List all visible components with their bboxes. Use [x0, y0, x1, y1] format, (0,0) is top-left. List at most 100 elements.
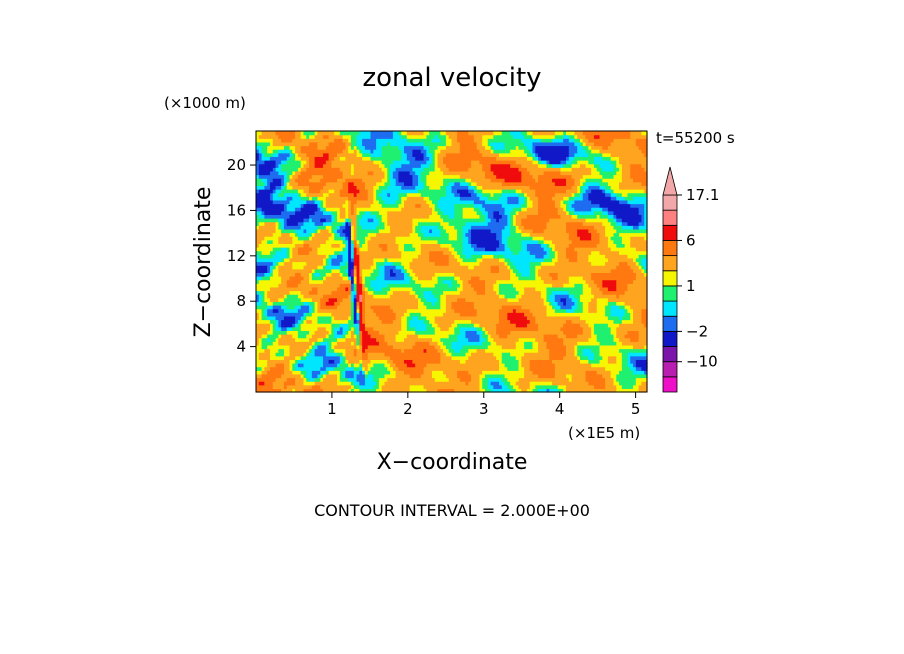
field-cell [364, 276, 369, 281]
field-cell [269, 265, 274, 270]
field-cell [473, 315, 478, 321]
field-cell [535, 301, 539, 306]
field-cell [445, 279, 450, 284]
field-cell [504, 272, 508, 277]
field-cell [501, 373, 506, 379]
field-cell [303, 276, 307, 281]
field-cell [317, 352, 321, 357]
field-cell [359, 294, 363, 299]
field-cell [554, 319, 559, 324]
field-cell [479, 341, 483, 346]
field-cell [501, 366, 506, 371]
field-cell [373, 352, 377, 357]
field-cell [362, 297, 366, 302]
field-cell [269, 315, 274, 321]
field-cell [501, 370, 506, 375]
field-cell [621, 326, 626, 331]
field-cell [462, 297, 467, 302]
field-cell [392, 330, 397, 335]
field-cell [540, 268, 545, 273]
field-cell [314, 276, 319, 281]
field-cell [409, 323, 413, 328]
field-cell [607, 323, 612, 328]
field-cell [445, 359, 450, 364]
field-cell [317, 297, 321, 302]
field-cell [350, 283, 355, 288]
field-cell [535, 381, 539, 386]
field-cell [272, 381, 277, 386]
field-cell [560, 301, 564, 306]
field-cell [437, 261, 441, 266]
field-cell [574, 366, 578, 371]
field-cell [521, 370, 525, 375]
field-cell [459, 323, 464, 328]
field-cell [552, 286, 556, 292]
field-cell [390, 297, 394, 302]
field-cell [272, 305, 277, 310]
field-cell [524, 268, 528, 273]
field-cell [641, 272, 645, 277]
field-cell [579, 323, 584, 328]
field-cell [415, 301, 419, 306]
field-cell [353, 341, 358, 346]
field-cell [261, 294, 265, 299]
field-cell [524, 286, 528, 292]
field-cell [392, 366, 397, 371]
field-cell [490, 384, 494, 389]
field-cell [348, 348, 352, 353]
field-cell [593, 305, 598, 310]
field-cell [320, 323, 324, 328]
field-cell [532, 319, 536, 324]
field-cell [437, 286, 441, 292]
field-cell [468, 323, 472, 328]
field-cell [462, 381, 467, 386]
field-cell [417, 370, 422, 375]
field-cell [356, 261, 360, 266]
field-cell [443, 384, 447, 389]
field-cell [616, 352, 620, 357]
field-cell [585, 348, 589, 353]
field-cell [635, 348, 640, 353]
field-cell [512, 363, 517, 368]
field-cell [256, 305, 260, 310]
field-cell [510, 305, 514, 310]
field-cell [490, 330, 494, 335]
field-cell [339, 283, 344, 288]
field-cell [323, 265, 327, 270]
field-cell [278, 294, 282, 299]
field-cell [482, 344, 486, 350]
field-cell [373, 337, 377, 342]
field-cell [309, 315, 313, 321]
field-cell [331, 272, 335, 277]
field-cell [426, 261, 430, 266]
field-cell [588, 323, 592, 328]
field-cell [493, 341, 497, 346]
field-cell [579, 334, 584, 339]
field-cell [644, 355, 648, 360]
field-cell [331, 381, 335, 386]
field-cell [336, 330, 341, 335]
field-cell [479, 370, 483, 375]
field-cell [264, 265, 268, 270]
field-cell [320, 388, 324, 393]
field-cell [560, 315, 564, 321]
field-cell [359, 286, 363, 292]
field-cell [373, 261, 377, 266]
field-cell [437, 355, 441, 360]
field-cell [409, 268, 413, 273]
field-cell [641, 370, 645, 375]
field-cell [585, 315, 589, 321]
field-cell [515, 268, 520, 273]
field-cell [314, 330, 319, 335]
field-cell [440, 290, 444, 295]
field-cell [627, 326, 631, 331]
field-cell [457, 334, 461, 339]
field-cell [353, 344, 358, 350]
field-cell [574, 341, 578, 346]
field-cell [297, 294, 302, 299]
field-cell [392, 279, 397, 284]
field-cell [468, 359, 472, 364]
field-cell [292, 344, 296, 350]
field-cell [621, 319, 626, 324]
field-cell [373, 341, 377, 346]
